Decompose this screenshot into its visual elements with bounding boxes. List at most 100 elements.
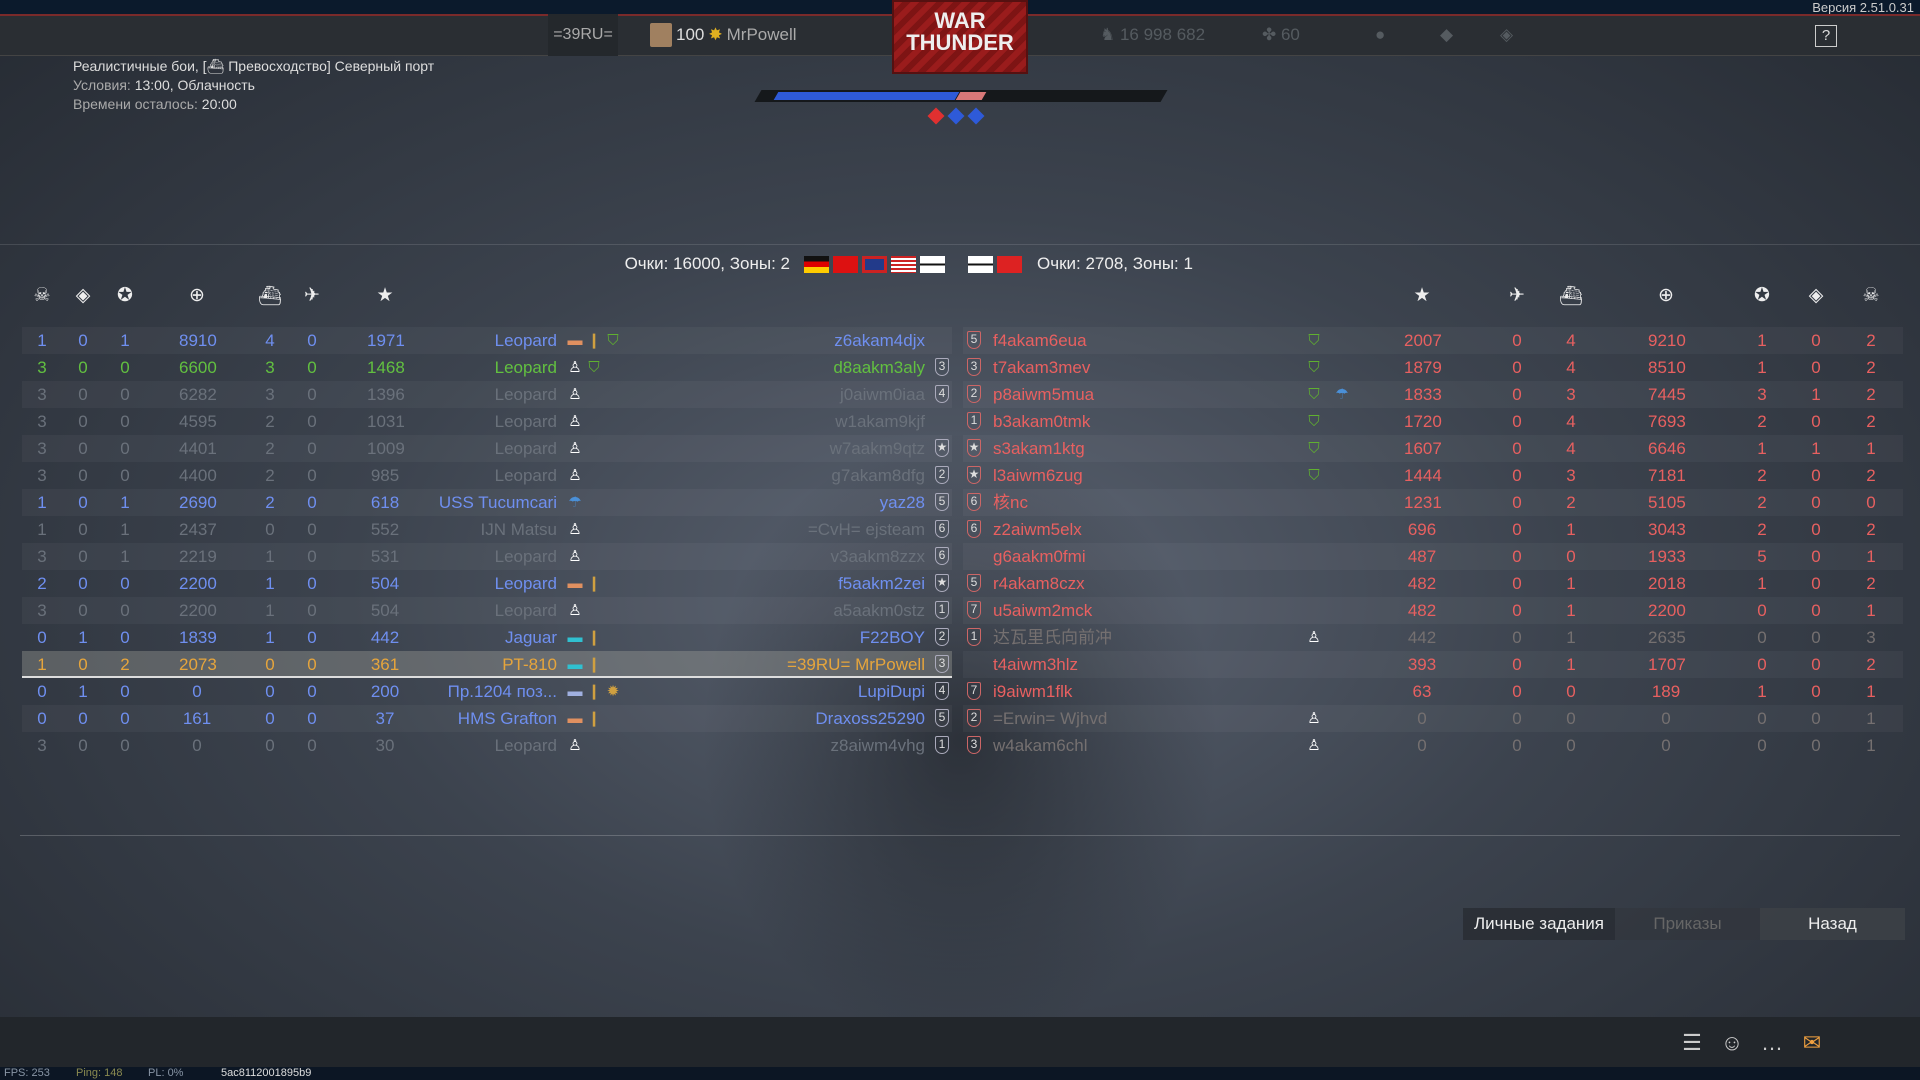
stat-cell: 7693 <box>1648 412 1686 431</box>
rank-badge: 3 <box>967 358 981 376</box>
battle-pass-icon[interactable]: ◈ <box>1500 25 1514 44</box>
stat-cell: 0 <box>1512 709 1522 728</box>
player-name[interactable]: LupiDupi <box>857 682 925 701</box>
ship-icon: ▬ <box>567 656 583 673</box>
player-name[interactable]: r4akam8czx <box>993 574 1085 593</box>
balloon-icon[interactable]: ● <box>1375 25 1386 44</box>
golden-eagles[interactable]: ✤ 60 <box>1262 14 1300 56</box>
red-score-fill <box>955 92 987 100</box>
table-row[interactable]: 2 =Erwin= Wjhvd ♙ 0 0 0 0 0 0 1 <box>963 705 1903 732</box>
player-name[interactable]: 达瓦里氏向前冲 <box>993 628 1112 647</box>
table-row[interactable]: 7 i9aiwm1flk 63 0 0 189 1 0 1 <box>963 678 1903 705</box>
stat-cell: 0 <box>1757 655 1767 674</box>
table-row[interactable]: 5 r4akam8czx 482 0 1 2018 1 0 2 <box>963 570 1903 597</box>
player-name[interactable]: a5aakm0stz <box>833 601 925 620</box>
bomb-icon: ❙ <box>587 710 601 727</box>
stat-cell: 1 <box>1566 520 1576 539</box>
stat-cell: 2 <box>1866 574 1876 593</box>
player-name[interactable]: 核nc <box>993 493 1028 512</box>
list-icon[interactable]: ☰ <box>1682 1030 1702 1055</box>
table-row[interactable]: 3 0 0 4401 2 0 1009 Leopard ♙ w7aakm9qtz ★ <box>22 435 952 462</box>
player-name[interactable]: w1akam9kjf <box>835 412 925 431</box>
table-row[interactable]: 2 p8aiwm5mua ⛉ ☂ 1833 0 3 7445 3 1 2 <box>963 381 1903 408</box>
player-info[interactable]: 100 ✸ MrPowell <box>650 14 797 56</box>
player-name[interactable]: b3akam0tmk <box>993 412 1091 431</box>
player-name[interactable]: yaz28 <box>879 493 925 512</box>
clan-tag[interactable]: =39RU= <box>548 14 618 56</box>
table-row[interactable]: 1 b3akam0tmk ⛉ 1720 0 4 7693 2 0 2 <box>963 408 1903 435</box>
table-row[interactable]: 3 0 1 2219 1 0 531 Leopard ♙ v3aakm8zzx 6 <box>22 543 952 570</box>
player-name[interactable]: u5aiwm2mck <box>993 601 1093 620</box>
player-name[interactable]: f4akam6eua <box>993 331 1087 350</box>
table-row[interactable]: 1 0 1 2437 0 0 552 IJN Matsu ♙ =CvH= ejsteam 6 <box>22 516 952 543</box>
table-row[interactable]: 0 1 0 1839 1 0 442 Jaguar ▬ ❙ F22BOY 2 <box>22 624 952 651</box>
player-name[interactable]: w4akam6chl <box>993 736 1088 755</box>
player-name[interactable]: F22BOY <box>859 628 925 647</box>
table-row[interactable]: 3 0 0 6282 3 0 1396 Leopard ♙ j0aiwm0iaa 4 <box>22 381 952 408</box>
table-row[interactable]: 0 0 0 161 0 0 37 HMS Grafton ▬ ❙ Draxoss25290 5 <box>22 705 952 732</box>
player-name[interactable]: =CvH= ejsteam <box>807 520 925 539</box>
player-name[interactable]: s3akam1ktg <box>993 439 1085 458</box>
table-row[interactable]: 0 1 0 0 0 0 200 Пр.1204 поз... ▬ ❙ ✹ LupiDupi 4 <box>22 678 952 705</box>
medal-icon: ⛉ <box>1308 413 1320 430</box>
contacts-icon[interactable]: ☺ <box>1720 1030 1744 1055</box>
stat-cell: 3 <box>1566 466 1576 485</box>
personal-tasks-button[interactable]: Личные задания <box>1463 908 1615 940</box>
stat-cell: 161 <box>182 709 212 728</box>
stat-cell: 1 <box>1757 358 1767 377</box>
table-row[interactable]: 6 z2aiwm5elx 696 0 1 3043 2 0 2 <box>963 516 1903 543</box>
player-name[interactable]: z8aiwm4vhg <box>830 736 926 755</box>
player-name[interactable]: z6akam4djx <box>834 331 925 350</box>
table-row[interactable]: 3 0 0 6600 3 0 1468 Leopard ♙ ⛉ d8aakm3aly 3 <box>22 354 952 381</box>
packet-loss: PL: 0% <box>148 1067 184 1079</box>
table-row[interactable]: 3 0 0 2200 1 0 504 Leopard ♙ a5aakm0stz 1 <box>22 597 952 624</box>
player-name[interactable]: g6aakm0fmi <box>993 547 1086 566</box>
stat-cell: 0 <box>120 709 130 728</box>
table-row[interactable]: 7 u5aiwm2mck 482 0 1 2200 0 0 1 <box>963 597 1903 624</box>
player-name[interactable]: =Erwin= Wjhvd <box>993 709 1108 728</box>
table-row[interactable]: 3 0 0 4400 2 0 985 Leopard ♙ g7akam8dfg 2 <box>22 462 952 489</box>
stat-cell: 200 <box>370 682 400 701</box>
mail-icon[interactable]: ✉ <box>1802 1030 1822 1055</box>
table-row[interactable]: 3 t7akam3mev ⛉ 1879 0 4 8510 1 0 2 <box>963 354 1903 381</box>
table-row[interactable]: g6aakm0fmi 487 0 0 1933 5 0 1 <box>963 543 1903 570</box>
player-name[interactable]: Draxoss25290 <box>815 709 925 728</box>
table-row[interactable]: 3 0 0 0 0 0 30 Leopard ♙ z8aiwm4vhg 1 <box>22 732 952 759</box>
table-row[interactable]: 3 w4akam6chl ♙ 0 0 0 0 0 0 1 <box>963 732 1903 759</box>
table-row[interactable]: 5 f4akam6eua ⛉ 2007 0 4 9210 1 0 2 <box>963 327 1903 354</box>
table-row[interactable]: 1 达瓦里氏向前冲 ♙ 442 0 1 2635 0 0 3 <box>963 624 1903 651</box>
player-name[interactable]: t7akam3mev <box>993 358 1091 377</box>
diamond-icon[interactable]: ◆ <box>1440 25 1454 44</box>
player-name[interactable]: z2aiwm5elx <box>993 520 1082 539</box>
table-row[interactable]: 1 0 1 8910 4 0 1971 Leopard ▬ ❙ ⛉ z6akam4djx <box>22 327 952 354</box>
player-name[interactable]: d8aakm3aly <box>833 358 925 377</box>
table-row[interactable]: 2 0 0 2200 1 0 504 Leopard ▬ ❙ f5aakm2zei ★ <box>22 570 952 597</box>
table-row[interactable]: t4aiwm3hlz 393 0 1 1707 0 0 2 <box>963 651 1903 678</box>
orders-button[interactable]: Приказы <box>1615 908 1760 940</box>
player-name[interactable]: t4aiwm3hlz <box>993 655 1079 674</box>
table-row[interactable]: ★ l3aiwm6zug ⛉ 1444 0 3 7181 2 0 2 <box>963 462 1903 489</box>
table-row[interactable]: 6 核nc 1231 0 2 5105 2 0 0 <box>963 489 1903 516</box>
table-row[interactable]: 3 0 0 4595 2 0 1031 Leopard ♙ w1akam9kjf <box>22 408 952 435</box>
table-row[interactable]: 1 0 2 2073 0 0 361 PT-810 ▬ ❙ =39RU= MrPowell 3 <box>22 651 952 678</box>
stat-cell: 2 <box>1866 655 1876 674</box>
player-name[interactable]: w7aakm9qtz <box>829 439 925 458</box>
player-name[interactable]: i9aiwm1flk <box>993 682 1073 701</box>
table-row[interactable]: ★ s3akam1ktg ⛉ 1607 0 4 6646 1 1 1 <box>963 435 1903 462</box>
player-name[interactable]: v3aakm8zzx <box>830 547 925 566</box>
player-name[interactable]: j0aiwm0iaa <box>839 385 925 404</box>
chat-icon[interactable]: … <box>1761 1030 1783 1055</box>
stat-cell: 0 <box>1566 547 1576 566</box>
player-name[interactable]: l3aiwm6zug <box>993 466 1083 485</box>
help-button[interactable]: ? <box>1815 25 1837 47</box>
table-row[interactable]: 1 0 1 2690 2 0 618 USS Tucumcari ☂ yaz28 5 <box>22 489 952 516</box>
stat-cell: 1 <box>37 331 47 350</box>
player-name[interactable]: =39RU= MrPowell <box>787 655 925 674</box>
player-name[interactable]: p8aiwm5mua <box>993 385 1095 404</box>
player-name[interactable]: g7akam8dfg <box>831 466 925 485</box>
silver-lions[interactable]: ♞ 16 998 682 <box>1100 14 1205 56</box>
stat-cell: 1707 <box>1648 655 1686 674</box>
stat-cell: 63 <box>1412 682 1432 701</box>
back-button[interactable]: Назад <box>1760 908 1905 940</box>
player-name[interactable]: f5aakm2zei <box>838 574 925 593</box>
